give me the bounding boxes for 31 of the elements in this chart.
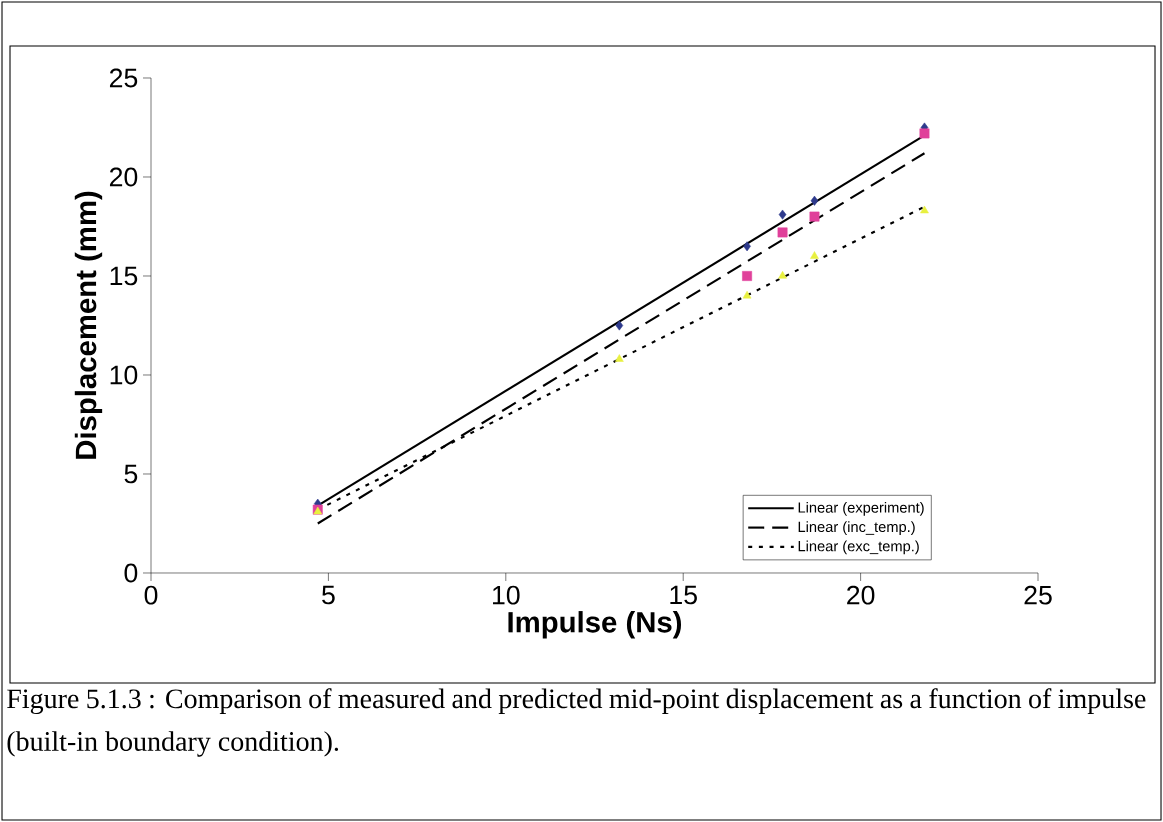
y-axis-title: Displacement (mm) (74, 191, 103, 459)
x-tick-label: 20 (847, 585, 875, 605)
legend-label: Linear (exc_temp.) (798, 540, 919, 555)
point (615, 320, 624, 331)
y-tick-label: 5 (124, 464, 138, 484)
point (810, 195, 819, 206)
point (920, 205, 929, 214)
y-tick-label: 20 (109, 167, 138, 187)
x-axis-title: Impulse (Ns) (508, 611, 682, 639)
y-tick-label: 10 (110, 365, 138, 385)
y-tick-label: 25 (109, 68, 138, 88)
point (742, 271, 753, 281)
point (743, 241, 751, 252)
point (919, 128, 930, 139)
legend-label: Linear (experiment) (798, 501, 924, 516)
y-tick-label: 15 (110, 266, 138, 286)
x-tick-label: 10 (493, 585, 520, 605)
point (778, 209, 787, 220)
point (777, 227, 788, 238)
legend-label: Linear (inc_temp.) (798, 521, 915, 535)
point (778, 271, 787, 279)
x-tick-label: 15 (670, 585, 697, 605)
caption: Figure 5.1.3 : Comparison of measured and predicted mid-point displacement as a function of impulse (built-in boundary condition). (7, 688, 1146, 757)
y-tick-label: 0 (124, 563, 138, 583)
point (809, 211, 820, 222)
x-tick-label: 0 (144, 585, 158, 605)
x-tick-label: 5 (322, 585, 335, 605)
point (742, 290, 752, 299)
point (615, 354, 624, 362)
x-tick-label: 25 (1024, 585, 1052, 605)
point (810, 251, 819, 259)
